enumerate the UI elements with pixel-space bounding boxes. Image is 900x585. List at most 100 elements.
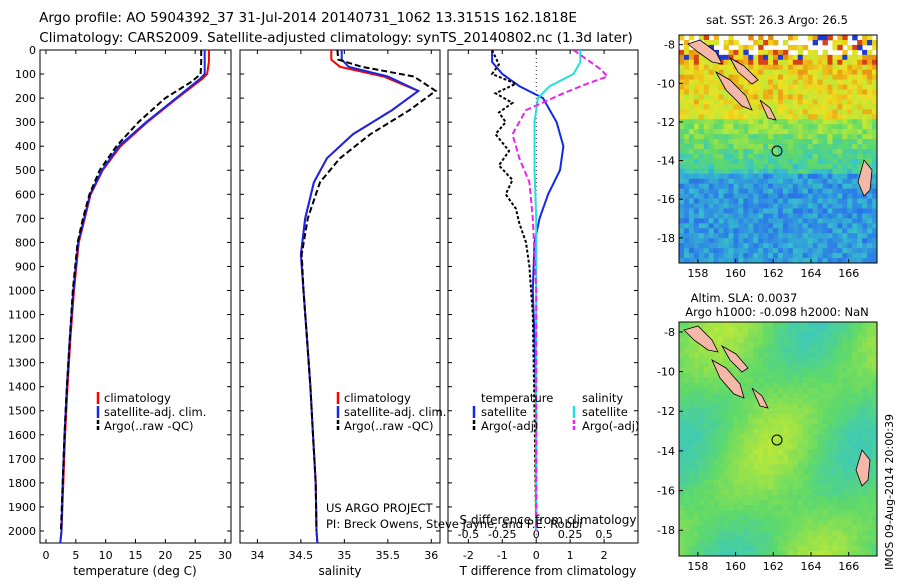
heatmap-cell [792, 188, 799, 195]
heatmap-cell [787, 423, 794, 430]
heatmap-cell [852, 163, 858, 170]
heatmap-cell [728, 124, 734, 130]
heatmap-cell [872, 469, 877, 476]
heatmap-cell [683, 243, 690, 249]
heatmap-cell [683, 228, 690, 234]
heatmap-cell [693, 530, 700, 537]
heatmap-cell [679, 163, 685, 170]
heatmap-cell [787, 208, 794, 214]
heatmap-cell [797, 124, 804, 130]
heatmap-cell [718, 228, 724, 234]
heatmap-cell [802, 469, 809, 476]
heatmap-cell [807, 383, 814, 389]
heatmap-cell [847, 413, 853, 420]
heatmap-cell [852, 238, 858, 244]
heatmap-cell [807, 550, 814, 556]
heatmap-cell [802, 188, 809, 195]
heatmap-cell [792, 352, 799, 359]
heatmap-cell [718, 168, 724, 175]
heatmap-cell [817, 158, 823, 165]
heatmap-cell [802, 418, 809, 425]
heatmap-cell [768, 439, 774, 445]
heatmap-cell [787, 173, 794, 180]
heatmap-cell [872, 525, 877, 531]
heatmap-cell [718, 89, 724, 95]
heatmap-cell [822, 119, 828, 125]
heatmap-cell [832, 203, 838, 209]
heatmap-cell [698, 530, 705, 537]
heatmap-cell [807, 84, 814, 90]
heatmap-cell [698, 408, 705, 414]
heatmap-cell [778, 372, 784, 379]
heatmap-cell [758, 459, 764, 465]
heatmap-cell [867, 322, 873, 328]
heatmap-cell [822, 124, 828, 130]
heatmap-cell [733, 109, 739, 115]
heatmap-cell [693, 89, 700, 95]
heatmap-cell [708, 515, 715, 521]
heatmap-cell [862, 89, 868, 95]
heatmap-cell [723, 327, 729, 333]
heatmap-cell [753, 347, 759, 353]
heatmap-cell [797, 489, 804, 496]
heatmap-cell [688, 153, 695, 160]
heatmap-cell [802, 444, 809, 450]
heatmap-cell [782, 228, 789, 234]
heatmap-cell [837, 228, 843, 234]
heatmap-cell [688, 449, 695, 455]
heatmap-cell [862, 423, 868, 430]
heatmap-cell [723, 352, 729, 359]
heatmap-cell [797, 530, 804, 537]
heatmap-cell [807, 258, 814, 263]
heatmap-cell [817, 530, 823, 537]
heatmap-cell [857, 525, 863, 531]
heatmap-cell [832, 129, 838, 135]
heatmap-cell [817, 352, 823, 359]
heatmap-cell [688, 337, 695, 343]
heatmap-cell [867, 454, 873, 460]
heatmap-cell [679, 367, 685, 374]
heatmap-cell [763, 423, 769, 430]
heatmap-cell [792, 484, 799, 491]
heatmap-cell [822, 337, 828, 343]
heatmap-cell [728, 238, 734, 244]
heatmap-cell [748, 433, 754, 440]
heatmap-cell [867, 469, 873, 476]
heatmap-cell [807, 119, 814, 125]
heatmap-cell [698, 74, 705, 81]
heatmap-cell [817, 413, 823, 420]
heatmap-cell [857, 342, 863, 348]
heatmap-cell [812, 322, 818, 328]
heatmap-cell [693, 433, 700, 440]
heatmap-cell [708, 525, 715, 531]
heatmap-cell [718, 238, 724, 244]
heatmap-cell [797, 248, 804, 254]
heatmap-cell [852, 520, 858, 526]
heatmap-cell [817, 198, 823, 204]
heatmap-cell [852, 372, 858, 379]
heatmap-cell [738, 223, 744, 229]
heatmap-cell [773, 439, 779, 445]
heatmap-cell [787, 484, 794, 491]
heatmap-cell [862, 550, 868, 556]
heatmap-cell [782, 327, 789, 333]
heatmap-cell [857, 99, 863, 105]
heatmap-cell [872, 258, 877, 263]
heatmap-cell [768, 218, 774, 224]
heatmap-cell [723, 418, 729, 425]
island-shape [857, 159, 873, 197]
heatmap-cell [847, 367, 853, 374]
heatmap-cell [778, 173, 784, 180]
depth-tick-label: 500 [15, 164, 36, 177]
heatmap-cell [738, 449, 744, 455]
heatmap-cell [822, 423, 828, 430]
depth-tick-label: 700 [15, 212, 36, 225]
heatmap-cell [842, 398, 848, 404]
heatmap-cell [782, 218, 789, 224]
heatmap-cell [872, 223, 877, 229]
heatmap-cell [718, 332, 724, 338]
heatmap-cell [802, 388, 809, 394]
heatmap-cell [847, 203, 853, 209]
heatmap-cell [827, 372, 833, 379]
heatmap-cell [688, 550, 695, 556]
